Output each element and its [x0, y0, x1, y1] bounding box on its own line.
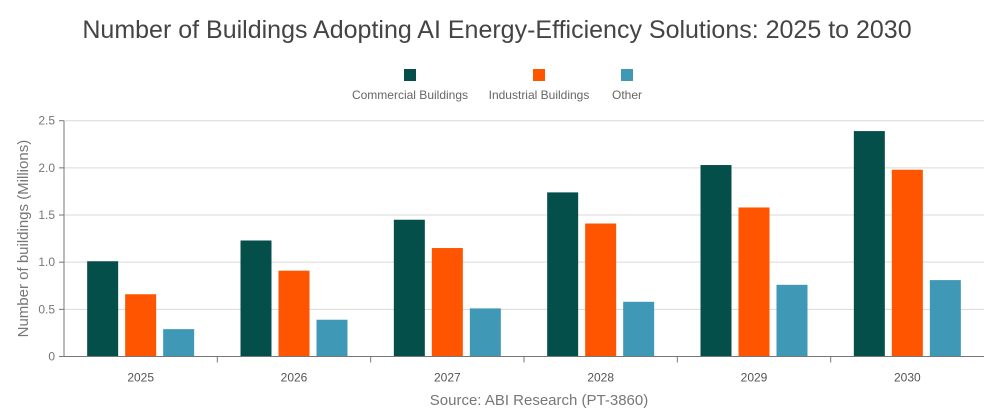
legend-swatch: [404, 69, 416, 81]
bar-other: [163, 329, 195, 357]
bar-other: [316, 319, 348, 357]
y-tick-label: 0: [48, 350, 55, 364]
bar-other: [623, 301, 655, 357]
bar-industrial-buildings: [738, 207, 770, 357]
bar-industrial-buildings: [585, 223, 617, 357]
y-axis-label: Number of buildings (Millions): [15, 140, 32, 338]
legend-label: Industrial Buildings: [489, 88, 590, 102]
bar-commercial-buildings: [87, 261, 119, 357]
bar-commercial-buildings: [240, 240, 272, 357]
x-tick-label: 2027: [434, 371, 461, 385]
y-tick-label: 1.5: [38, 208, 55, 222]
x-tick-label: 2028: [587, 371, 614, 385]
bar-industrial-buildings: [431, 248, 463, 357]
bar-commercial-buildings: [393, 219, 425, 357]
bar-other: [469, 308, 501, 357]
bar-other: [929, 280, 961, 357]
bar-commercial-buildings: [853, 131, 885, 357]
legend-label: Commercial Buildings: [352, 88, 468, 102]
bar-commercial-buildings: [700, 165, 732, 357]
y-tick-label: 2.0: [38, 161, 55, 175]
legend-label: Other: [612, 88, 642, 102]
legend-swatch: [621, 69, 633, 81]
bar-other: [776, 284, 808, 357]
x-tick-label: 2026: [281, 371, 308, 385]
bar-industrial-buildings: [278, 270, 310, 357]
bar-industrial-buildings: [125, 294, 157, 357]
y-tick-label: 1.0: [38, 255, 55, 269]
y-tick-label: 2.5: [38, 114, 55, 128]
x-tick-label: 2029: [741, 371, 768, 385]
x-axis-label: Source: ABI Research (PT-3860): [430, 392, 648, 409]
bar-commercial-buildings: [547, 192, 579, 357]
bar-industrial-buildings: [891, 169, 923, 357]
x-tick-label: 2030: [894, 371, 921, 385]
x-tick-label: 2025: [127, 371, 154, 385]
y-tick-label: 0.5: [38, 302, 55, 316]
chart-title: Number of Buildings Adopting AI Energy-E…: [82, 16, 912, 44]
legend-swatch: [533, 69, 545, 81]
